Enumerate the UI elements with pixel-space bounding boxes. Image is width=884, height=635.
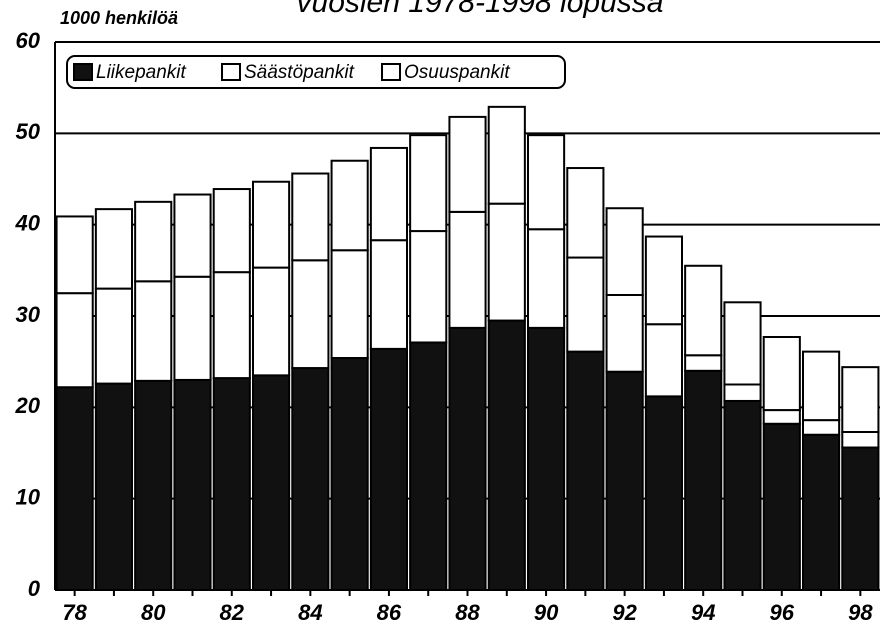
y-tick-label: 20 xyxy=(15,393,41,418)
legend-label: Säästöpankit xyxy=(244,62,355,83)
bar-segment xyxy=(527,326,566,591)
bar-segment xyxy=(409,341,448,591)
y-tick-label: 0 xyxy=(28,576,41,601)
bar-segment xyxy=(173,275,212,381)
bar-segment xyxy=(762,336,801,412)
bar-segment xyxy=(134,280,173,382)
legend-swatch xyxy=(73,63,93,81)
bar-segment xyxy=(487,319,526,591)
bar-segment xyxy=(723,301,762,386)
bar-segment xyxy=(684,354,723,372)
bar-segment xyxy=(330,249,369,360)
bar-segment xyxy=(55,215,94,295)
bar-segment xyxy=(802,419,841,436)
x-tick-label: 92 xyxy=(612,600,637,625)
y-tick-label: 30 xyxy=(16,302,41,327)
bar-segment xyxy=(330,357,369,591)
bar-segment xyxy=(173,193,212,278)
x-tick-label: 78 xyxy=(62,600,87,625)
bar-segment xyxy=(409,230,448,344)
bar-segment xyxy=(841,366,880,433)
bar-segment xyxy=(644,395,683,591)
bar-segment xyxy=(369,146,409,242)
bar-segment xyxy=(487,202,526,322)
x-tick-label: 90 xyxy=(534,600,559,625)
bar-segment xyxy=(841,446,880,591)
legend-label: Liikepankit xyxy=(96,62,186,83)
legend-swatch xyxy=(381,63,401,81)
bar-segment xyxy=(252,266,291,377)
bar-segment xyxy=(605,207,644,296)
bar-segment xyxy=(841,430,880,449)
bar-segment xyxy=(644,323,683,398)
legend-label: Osuuspankit xyxy=(404,62,510,83)
x-tick-label: 94 xyxy=(691,600,715,625)
bar-segment xyxy=(134,200,173,283)
bar-segment xyxy=(448,326,487,591)
bar-segment xyxy=(605,293,644,373)
bar-segment xyxy=(94,287,133,385)
chart-title: vuosien 1978-1998 lopussa xyxy=(297,0,664,19)
bar-segment xyxy=(802,433,841,591)
x-tick-label: 80 xyxy=(141,600,166,625)
bar-segment xyxy=(212,188,251,274)
bar-segment xyxy=(566,167,605,259)
bar-segment xyxy=(94,382,133,591)
x-tick-label: 82 xyxy=(220,600,245,625)
bar-segment xyxy=(527,228,566,329)
y-tick-label: 40 xyxy=(15,210,41,235)
bar-segment xyxy=(94,208,133,290)
y-tick-label: 50 xyxy=(16,119,41,144)
bar-segment xyxy=(330,159,369,252)
bar-segment xyxy=(684,369,723,591)
bar-segment xyxy=(369,239,409,350)
bar-segment xyxy=(684,264,723,357)
x-tick-label: 96 xyxy=(770,600,795,625)
bar-segment xyxy=(448,210,487,329)
bar-segment xyxy=(212,377,251,591)
bar-segment xyxy=(762,409,801,425)
bar-segment xyxy=(252,180,291,269)
bar-segment xyxy=(762,422,801,592)
bar-segment xyxy=(487,105,526,205)
x-tick-label: 86 xyxy=(377,600,402,625)
bar-segment xyxy=(802,350,841,422)
bar-segment xyxy=(644,235,683,326)
bar-segment xyxy=(291,367,330,591)
x-tick-label: 98 xyxy=(848,600,873,625)
bar-segment xyxy=(527,134,566,231)
bar-segment xyxy=(605,370,644,592)
bar-segment xyxy=(369,347,409,591)
y-tick-label: 60 xyxy=(16,28,41,53)
bar-segment xyxy=(173,378,212,591)
y-axis-label: 1000 henkilöä xyxy=(60,8,178,28)
y-tick-label: 10 xyxy=(16,484,41,509)
bar-segment xyxy=(448,115,487,213)
bar-segment xyxy=(55,386,94,591)
bar-segment xyxy=(252,374,291,591)
bar-segment xyxy=(409,134,448,233)
bar-segment xyxy=(55,292,94,389)
bar-segment xyxy=(566,256,605,353)
bar-segment xyxy=(723,399,762,591)
bar-segment xyxy=(723,383,762,402)
legend-swatch xyxy=(221,63,241,81)
legend-box xyxy=(66,55,566,89)
bar-segment xyxy=(134,379,173,592)
x-tick-label: 84 xyxy=(298,600,322,625)
bar-segment xyxy=(212,271,251,380)
bar-segment xyxy=(291,172,330,262)
bar-segment xyxy=(566,350,605,591)
x-tick-label: 88 xyxy=(455,600,480,625)
bar-segment xyxy=(291,259,330,370)
